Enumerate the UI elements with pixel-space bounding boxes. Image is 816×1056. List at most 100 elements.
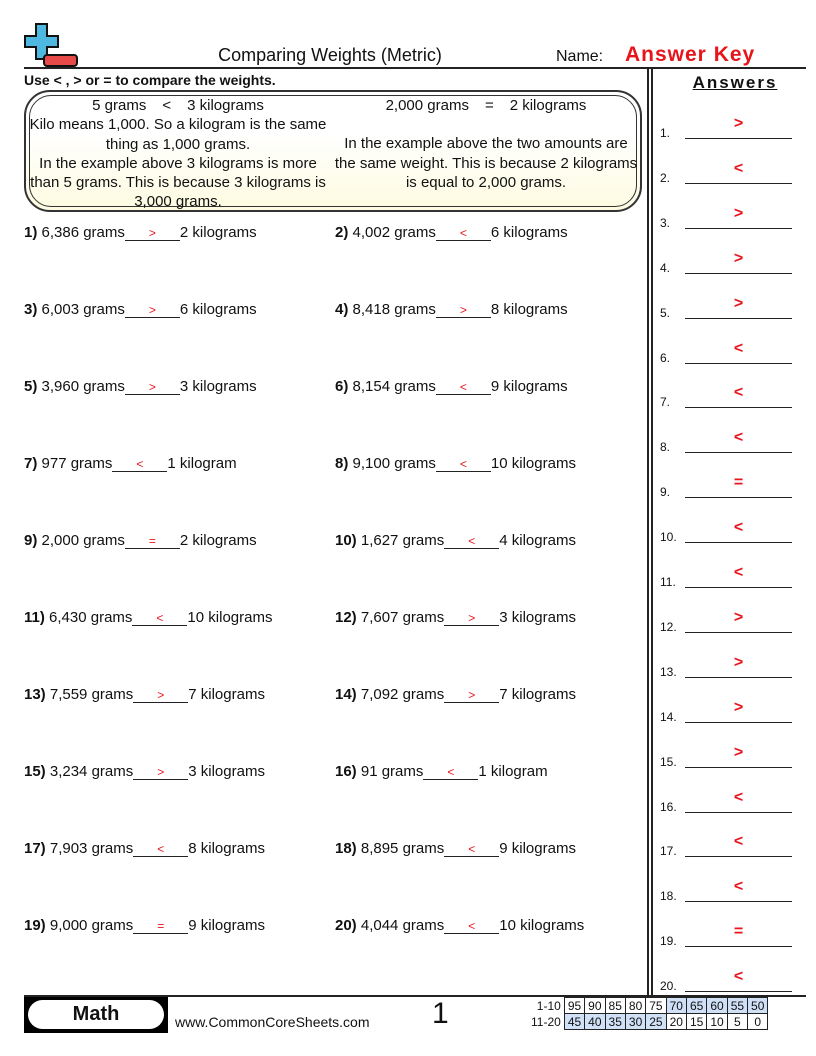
answer-blank[interactable]: < [133, 842, 189, 857]
site-link[interactable]: www.CommonCoreSheets.com [175, 1014, 370, 1030]
problem: 8) 9,100 grams <10 kilograms [335, 455, 576, 472]
answer-blank[interactable]: < [444, 534, 500, 549]
answer-number: 2. [660, 170, 671, 185]
problem: 18) 8,895 grams <9 kilograms [335, 840, 576, 857]
problem-left: 91 grams [360, 763, 424, 780]
problem-left: 2,000 grams [41, 532, 125, 549]
answer-item: 19. = [660, 923, 800, 950]
answer-blank[interactable]: < [112, 457, 168, 472]
score-cell: 85 [604, 997, 626, 1014]
answer-number: 10. [660, 530, 677, 545]
score-cell: 15 [685, 1013, 708, 1030]
answer-item: 10. < [660, 519, 800, 546]
answer-item: 5. > [660, 295, 800, 322]
answer-blank[interactable]: > [444, 611, 500, 626]
problem-right: 7 kilograms [188, 686, 265, 703]
answer-number: 12. [660, 619, 677, 634]
problem-right: 9 kilograms [490, 378, 568, 395]
problem-number: 2) [335, 224, 349, 241]
answer-key-label: Answer Key [625, 43, 756, 66]
problem-number: 7) [24, 455, 38, 472]
answer-line [685, 407, 792, 409]
problem-left: 8,418 grams [352, 301, 436, 318]
problem: 3) 6,003 grams >6 kilograms [24, 301, 257, 318]
problem-left: 6,003 grams [41, 301, 125, 318]
answer-blank[interactable]: < [423, 765, 479, 780]
answer-blank[interactable]: = [133, 919, 189, 934]
answer-number: 16. [660, 799, 677, 814]
answer-number: 11. [660, 575, 676, 589]
example-left-op: < [162, 97, 172, 114]
problem-number: 10) [335, 532, 357, 549]
problem-left: 7,092 grams [360, 686, 445, 703]
score-cell: 35 [604, 1013, 626, 1030]
problem: 20) 4,044 grams <10 kilograms [335, 917, 584, 934]
score-cell: 10 [706, 1013, 728, 1030]
problem: 12) 7,607 grams >3 kilograms [335, 609, 576, 626]
problem-right: 9 kilograms [188, 917, 265, 934]
answer-blank[interactable]: > [133, 765, 189, 780]
answer-blank[interactable]: < [444, 919, 500, 934]
answer-blank[interactable]: > [133, 688, 189, 703]
answer-item: 18. < [660, 878, 800, 905]
answer-line [685, 272, 792, 274]
answer-value: = [733, 474, 744, 492]
score-cell: 5 [726, 1013, 749, 1030]
problem-left: 4,002 grams [352, 224, 436, 241]
problem-number: 11) [24, 609, 45, 626]
score-cell: 60 [706, 997, 728, 1014]
answer-blank[interactable]: = [124, 534, 180, 549]
problem-right: 10 kilograms [187, 609, 273, 626]
answer-item: 2. < [660, 160, 800, 187]
score-cell: 70 [665, 997, 687, 1014]
answer-blank[interactable]: < [435, 380, 491, 395]
problem: 15) 3,234 grams >3 kilograms [24, 763, 265, 780]
answer-line [685, 901, 792, 903]
answer-line [685, 856, 792, 858]
answer-item: 13. > [660, 654, 800, 681]
problem-number: 6) [335, 378, 349, 395]
answer-blank[interactable]: > [124, 303, 180, 318]
problem-left: 9,100 grams [352, 455, 436, 472]
answer-value: < [733, 968, 744, 986]
problem-right: 3 kilograms [499, 609, 576, 626]
answer-number: 14. [660, 709, 677, 724]
answer-number: 1. [660, 126, 671, 140]
answer-blank[interactable]: > [124, 380, 180, 395]
answer-blank[interactable]: > [444, 688, 500, 703]
answer-item: 1. > [660, 115, 800, 142]
problem-right: 2 kilograms [179, 224, 257, 241]
answer-blank[interactable]: < [132, 611, 188, 626]
score-cell: 55 [726, 997, 749, 1014]
answer-number: 5. [660, 305, 671, 320]
problem-right: 10 kilograms [490, 455, 576, 472]
problem: 6) 8,154 grams <9 kilograms [335, 378, 568, 395]
answer-number: 9. [660, 485, 671, 500]
answer-number: 19. [660, 934, 677, 949]
answer-blank[interactable]: > [124, 226, 180, 241]
example-right-text: In the example above the two amounts are… [334, 135, 638, 191]
answer-blank[interactable]: < [435, 457, 491, 472]
example-box: 5 grams <3 kilograms Kilo means 1,000. So… [24, 90, 642, 212]
subject-label: Math [28, 1000, 164, 1029]
answer-value: < [733, 833, 744, 851]
answer-item: 3. > [660, 205, 800, 232]
answer-value: > [733, 294, 744, 312]
answer-blank[interactable]: < [435, 226, 491, 241]
answer-item: 17. < [660, 833, 800, 860]
answer-item: 7. < [660, 384, 800, 411]
score-cell: 50 [747, 997, 769, 1014]
score-cell: 45 [563, 1013, 586, 1030]
answer-line [685, 138, 792, 139]
score-cell: 20 [665, 1013, 687, 1030]
problem-number: 17) [24, 840, 46, 857]
answer-blank[interactable]: < [444, 842, 500, 857]
problem-left: 6,386 grams [41, 224, 125, 241]
problem-number: 12) [335, 609, 357, 626]
answer-blank[interactable]: > [435, 303, 491, 318]
problem: 5) 3,960 grams >3 kilograms [24, 378, 257, 395]
problem-number: 18) [335, 840, 357, 857]
problem-left: 3,234 grams [49, 763, 134, 780]
answer-item: 15. > [660, 744, 800, 771]
